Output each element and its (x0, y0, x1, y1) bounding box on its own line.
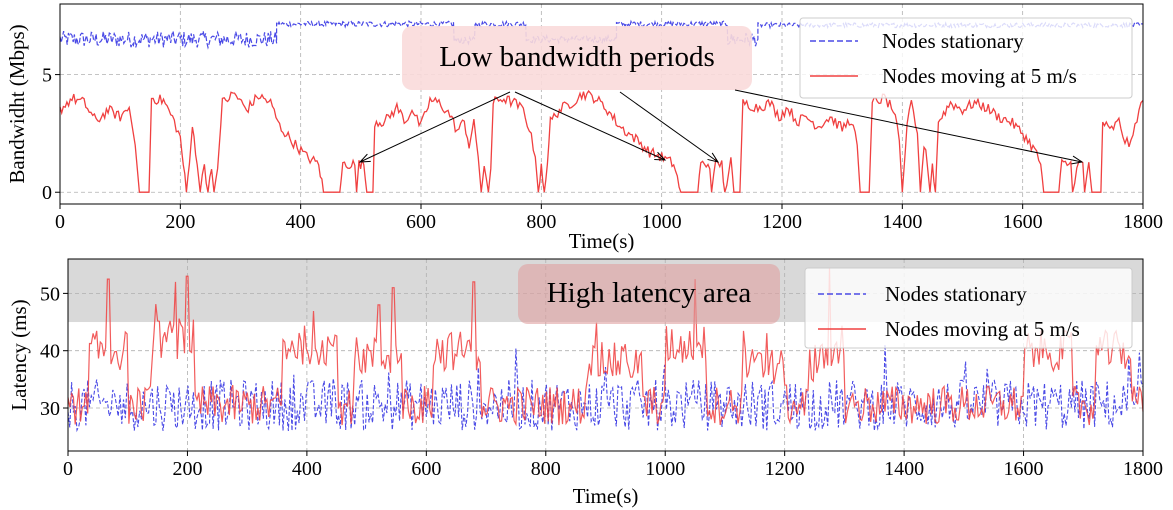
legend-box (799, 17, 1133, 99)
annotation-arrow-head (707, 152, 720, 163)
y-tick-label: 0 (42, 182, 52, 204)
latency-x-axis-label: Time(s) (573, 484, 639, 508)
x-tick-label: 200 (172, 458, 202, 480)
x-tick-label: 400 (292, 458, 322, 480)
legend-label-stationary: Nodes stationary (885, 282, 1027, 306)
x-tick-label: 600 (411, 458, 441, 480)
series-line-moving (67, 267, 1144, 427)
latency-chart: 0 200 400 600 800 1000 1200 1400 1600 1800304050 … (7, 258, 1163, 508)
x-tick-label: 400 (286, 211, 316, 233)
y-tick-label: 5 (42, 65, 52, 87)
x-tick-label: 800 (526, 211, 556, 233)
y-tick-label: 50 (40, 283, 60, 305)
bandwidth-chart: 0 200 400 600 800 1000 1200 1400 1600 1800 0 5 Time… (5, 3, 1163, 253)
annotation-arrow-line (359, 91, 511, 163)
bandwidth-ticks: 0 200 400 600 800 1000 1200 1400 1600 1800 0 5 (42, 65, 1163, 233)
x-tick-label: 0 (55, 211, 65, 233)
annotation-arrow-head (1071, 155, 1084, 165)
legend-box (804, 267, 1133, 349)
y-tick-label: 40 (40, 341, 60, 363)
annotation-arrow-head (654, 151, 667, 161)
y-tick-label: 30 (40, 398, 60, 420)
annotation-box (518, 264, 780, 324)
legend-label-stationary: Nodes stationary (882, 29, 1024, 53)
latency-y-axis-label: Latency (ms) (7, 299, 31, 410)
annotation-text: High latency area (547, 277, 752, 309)
series-line-moving (59, 89, 1144, 193)
x-tick-label: 0 (63, 458, 73, 480)
annotation-arrow-line (734, 89, 1083, 163)
latency-plot-frame (67, 258, 1144, 452)
bandwidth-x-axis-label: Time(s) (569, 229, 635, 253)
annotation-arrows (358, 89, 1084, 165)
x-tick-label: 800 (531, 458, 561, 480)
x-tick-label: 1600 (1003, 211, 1043, 233)
legend-label-moving: Nodes moving at 5 m/s (882, 64, 1077, 88)
x-tick-label: 1400 (882, 211, 922, 233)
bandwidth-legend: Nodes stationary Nodes moving at 5 m/s (799, 17, 1133, 99)
x-tick-label: 1400 (884, 458, 924, 480)
series-line-stationary (67, 344, 1144, 433)
x-tick-label: 1200 (762, 211, 802, 233)
x-tick-label: 1000 (645, 458, 685, 480)
x-tick-label: 600 (406, 211, 436, 233)
x-tick-label: 200 (165, 211, 195, 233)
bandwidth-plot-frame (59, 3, 1144, 205)
x-tick-label: 1200 (765, 458, 805, 480)
x-tick-label: 1600 (1004, 458, 1044, 480)
annotation-text: Low bandwidth periods (439, 41, 714, 73)
latency-ticks: 0 200 400 600 800 1000 1200 1400 1600 1800 30 40 50 (40, 283, 1163, 480)
x-tick-label: 1800 (1123, 211, 1163, 233)
x-tick-label: 1800 (1123, 458, 1163, 480)
annotation-arrow-head (358, 153, 371, 163)
bandwidth-y-axis-label: Bandwidht (Mbps) (5, 24, 29, 183)
annotation-arrow-line (619, 91, 719, 163)
latency-series (67, 267, 1144, 433)
annotation-box (402, 26, 752, 90)
legend-label-moving: Nodes moving at 5 m/s (885, 317, 1080, 341)
annotation-arrow-line (514, 91, 666, 161)
x-tick-label: 1000 (642, 211, 682, 233)
low-bandwidth-annotation: Low bandwidth periods (358, 26, 1084, 165)
high-latency-annotation: High latency area (518, 264, 780, 324)
latency-legend: Nodes stationary Nodes moving at 5 m/s (804, 267, 1133, 349)
